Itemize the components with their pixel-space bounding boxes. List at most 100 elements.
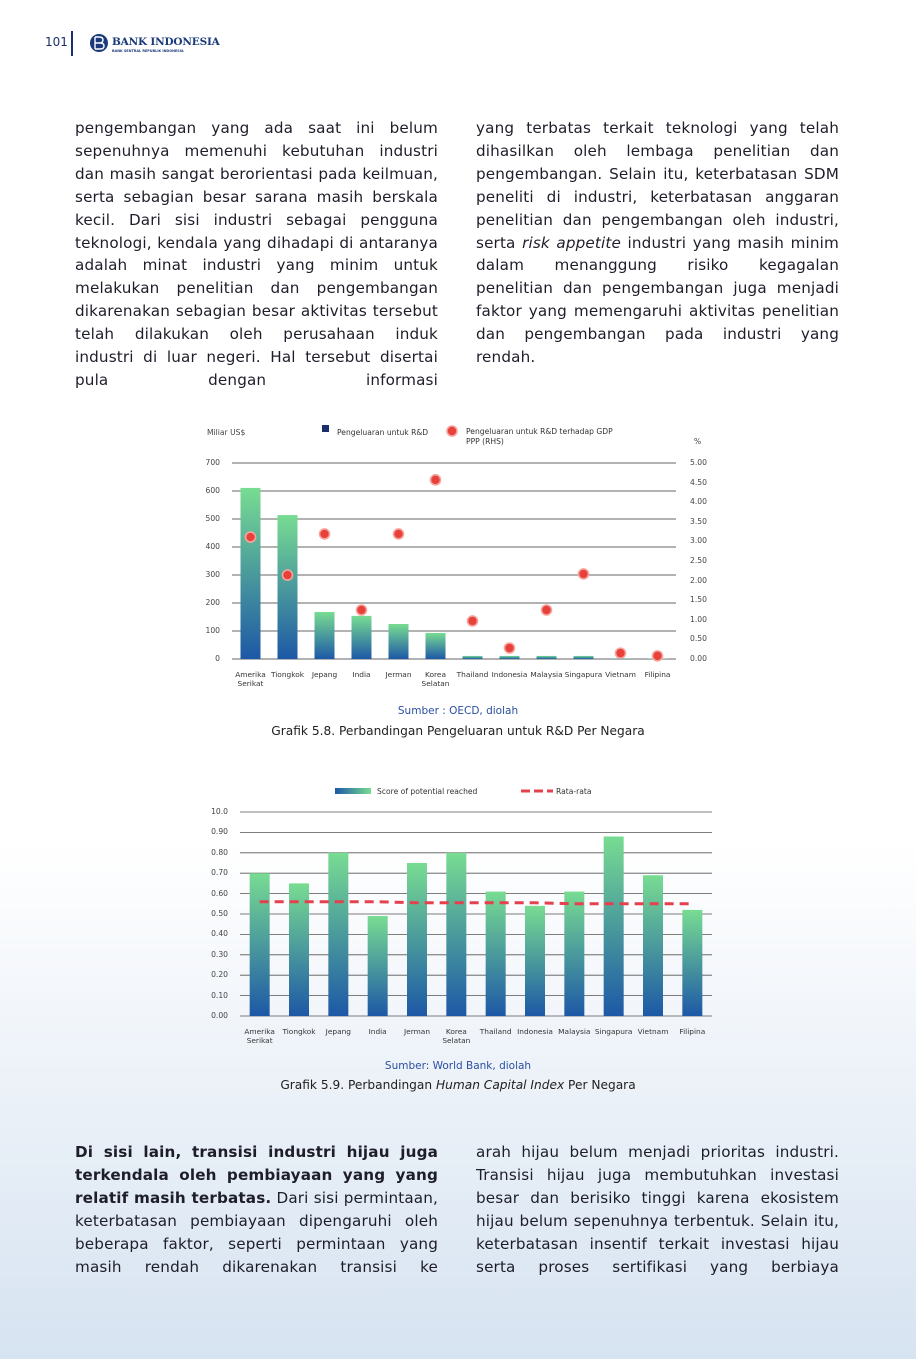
average-line: [259, 900, 693, 906]
legend-label: Score of potential reached: [377, 787, 478, 796]
x-tick-label: Amerika Serikat: [244, 1027, 275, 1045]
dot: [429, 474, 442, 486]
y2-tick-label: 1.50: [690, 595, 707, 605]
legend-swatch: [322, 425, 329, 432]
x-tick-label: Indonesia: [491, 670, 528, 679]
x-tick-label: India: [368, 1027, 387, 1036]
caption-text: Grafik 5.9. Perbandingan: [280, 1078, 436, 1092]
y-tick-label: 0.50: [211, 909, 228, 918]
y2-tick-label: 4.50: [690, 477, 707, 487]
paragraph: arah hijau belum menjadi prioritas indus…: [476, 1143, 839, 1276]
legend-label: Rata-rata: [556, 787, 592, 796]
bar: [289, 883, 309, 1016]
x-tick-label: Indonesia: [517, 1027, 553, 1036]
text: industri yang masih minim dalam menanggu…: [476, 233, 839, 367]
y-tick-label: 0.00: [211, 1011, 228, 1020]
dot: [466, 615, 479, 627]
x-tick-label: Filipina: [679, 1027, 706, 1036]
legend-label: Pengeluaran untuk R&D terhadap GDP PPP (…: [466, 427, 613, 446]
logo-mark: [94, 36, 105, 50]
text: Dari sisi permintaan, keterbatasan pembi…: [75, 1188, 438, 1276]
y-tick-label: 0.70: [211, 868, 228, 878]
bar: [682, 909, 703, 1016]
bar: [499, 655, 520, 659]
y-axis-title: Miliar US$: [207, 428, 246, 437]
y-tick-label: 0.60: [211, 888, 228, 898]
x-tick-label: Korea Selatan: [442, 1027, 471, 1045]
y2-tick-label: 3.50: [690, 516, 707, 526]
text-bold: Di sisi lain, transisi industri hijau ju…: [75, 1143, 438, 1207]
bar: [249, 873, 270, 1016]
brand: BANK INDONESIA: [112, 36, 220, 48]
dot: [281, 569, 294, 581]
y2-tick-label: 4.00: [690, 497, 707, 507]
x-tick-label: India: [352, 670, 371, 679]
bar: [573, 655, 594, 659]
y-tick-label: 600: [205, 486, 221, 495]
y2-tick-label: 3.00: [690, 536, 707, 546]
x-tick-label: Korea Selatan: [421, 670, 450, 688]
y2-tick-label: 2.00: [690, 575, 707, 585]
x-tick-label: Jerman: [403, 1027, 431, 1036]
dot: [318, 528, 331, 540]
x-tick-label: Vietnam: [605, 670, 636, 679]
caption: Grafik 5.9. Perbandingan Human Capital I…: [0, 1078, 916, 1092]
paragraph: pengembangan yang ada saat ini belum sep…: [75, 119, 438, 389]
bar: [564, 891, 585, 1016]
bar: [351, 615, 372, 659]
x-tick-label: Amerika Serikat: [235, 670, 266, 688]
x-tick-label: Filipina: [644, 670, 671, 679]
text: yang terbatas terkait teknologi yang tel…: [476, 119, 839, 252]
bar: [603, 836, 624, 1016]
bar: [536, 655, 557, 659]
bar: [446, 852, 467, 1016]
bar: [367, 916, 388, 1016]
bar: [643, 875, 663, 1016]
y-tick-label: 400: [205, 542, 221, 551]
bar: [462, 655, 483, 659]
y-tick-label: 0.40: [211, 929, 228, 939]
x-tick-label: Jepang: [311, 670, 338, 679]
bar: [485, 891, 506, 1016]
x-tick-label: Thailand: [479, 1027, 512, 1036]
x-tick-label: Tiongkok: [270, 670, 305, 679]
y-tick-label: 100: [205, 626, 221, 635]
legend-label: Pengeluaran untuk R&D: [337, 428, 429, 437]
brand-sub: BANK SENTRAL REPUBLIK INDONESIA: [112, 49, 184, 53]
y2-tick-label: 2.50: [690, 556, 707, 565]
x-tick-label: Singapura: [564, 670, 603, 679]
y-tick-label: 300: [205, 570, 221, 579]
dot: [577, 568, 590, 580]
source: Sumber: World Bank, diolah: [384, 1060, 532, 1072]
dot: [392, 528, 405, 540]
paragraph: yang terbatas terkait teknologi yang tel…: [476, 117, 839, 369]
legend-swatch: [446, 425, 458, 437]
y-tick-label: 0.80: [211, 847, 228, 857]
x-tick-label: Thailand: [456, 670, 489, 679]
bar: [388, 624, 409, 659]
x-tick-label: Vietnam: [637, 1027, 669, 1036]
x-tick-label: Malaysia: [558, 1027, 591, 1036]
paragraph: Di sisi lain, transisi industri hijau ju…: [75, 1141, 438, 1278]
y-tick-label: 200: [205, 598, 221, 607]
x-tick-label: Tiongkok: [282, 1027, 316, 1036]
dot: [503, 642, 516, 654]
y-tick-label: 0: [215, 654, 220, 663]
bar: [314, 611, 335, 659]
y-tick-label: 500: [205, 514, 221, 523]
text-italic: risk appetite: [522, 233, 621, 252]
y2-tick-label: 1.00: [690, 614, 707, 624]
y-tick-label: 0.90: [211, 827, 228, 837]
y-tick-label: 0.10: [211, 990, 228, 1000]
bar: [425, 632, 446, 659]
caption-italic: Human Capital Index: [435, 1078, 565, 1092]
legend-swatch: [335, 788, 371, 794]
y2-tick-label: 0.50: [690, 634, 707, 644]
bar: [407, 863, 427, 1016]
y-tick-label: 10.0: [211, 807, 228, 816]
x-tick-label: Singapura: [594, 1027, 633, 1036]
x-tick-label: Malaysia: [530, 670, 563, 679]
caption-text: Per Negara: [564, 1078, 636, 1092]
